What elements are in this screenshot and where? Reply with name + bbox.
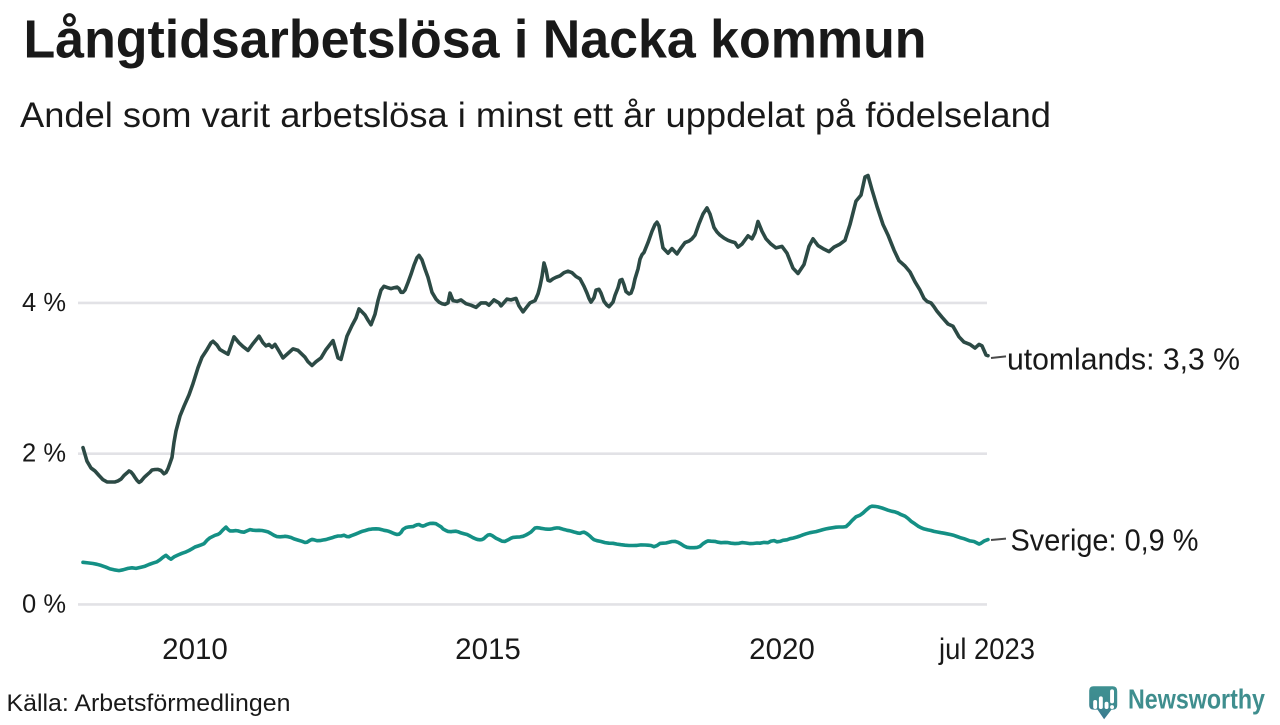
svg-text:utomlands: 3,3 %: utomlands: 3,3 % xyxy=(1007,341,1240,376)
svg-text:4 %: 4 % xyxy=(22,289,66,317)
svg-text:Långtidsarbetslösa i Nacka kom: Långtidsarbetslösa i Nacka kommun xyxy=(24,10,927,70)
svg-text:0 %: 0 % xyxy=(22,590,66,618)
svg-text:2015: 2015 xyxy=(455,633,521,666)
svg-text:Andel som varit arbetslösa i m: Andel som varit arbetslösa i minst ett å… xyxy=(20,96,1051,135)
svg-text:Källa: Arbetsförmedlingen: Källa: Arbetsförmedlingen xyxy=(7,690,291,717)
svg-text:Sverige: 0,9 %: Sverige: 0,9 % xyxy=(1011,522,1199,557)
svg-text:Newsworthy: Newsworthy xyxy=(1128,684,1265,715)
svg-text:jul 2023: jul 2023 xyxy=(938,633,1035,666)
svg-text:2 %: 2 % xyxy=(22,440,66,468)
svg-text:2020: 2020 xyxy=(749,633,815,666)
svg-text:2010: 2010 xyxy=(162,633,228,666)
